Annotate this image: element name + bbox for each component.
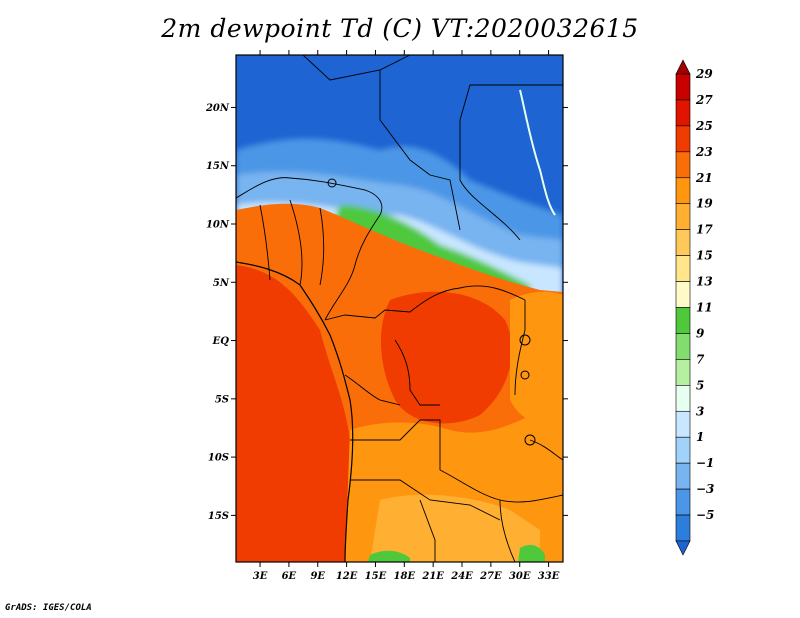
colorbar: 29 27 25 23 21 19 17 15 13 11 9 7 5 3 1 −1 −3 −5 bbox=[675, 59, 714, 556]
colorbar-swatch bbox=[675, 125, 691, 153]
colorbar-swatch bbox=[675, 333, 691, 360]
lat-tick-label: 5N bbox=[213, 278, 230, 289]
field-south-green bbox=[368, 550, 410, 562]
dewpoint-field bbox=[236, 55, 563, 562]
lon-tick-label: 3E bbox=[253, 571, 268, 582]
border-line bbox=[514, 300, 526, 396]
colorbar-swatch bbox=[675, 281, 691, 308]
border-line bbox=[499, 499, 516, 562]
colorbar-label: 29 bbox=[695, 67, 713, 81]
lon-tick-label: 30E bbox=[509, 571, 531, 582]
border-line bbox=[419, 499, 436, 562]
colorbar-swatch bbox=[675, 462, 691, 490]
plot-frame bbox=[235, 54, 564, 563]
colorbar-swatch bbox=[675, 307, 691, 334]
colorbar-label: 19 bbox=[696, 197, 713, 211]
field-gulf-humid bbox=[236, 265, 351, 562]
lat-tick-label: EQ bbox=[212, 336, 230, 347]
border-line bbox=[350, 419, 441, 470]
lon-tick-label: 27E bbox=[479, 571, 502, 582]
border-line bbox=[459, 285, 526, 301]
colorbar-swatch bbox=[675, 229, 691, 256]
colorbar-label: 27 bbox=[695, 93, 713, 107]
colorbar-label: 17 bbox=[696, 223, 713, 237]
country-borders bbox=[236, 55, 563, 562]
colorbar-label: 5 bbox=[696, 378, 704, 392]
lon-tick-label: 24E bbox=[450, 571, 473, 582]
colorbar-label: 21 bbox=[695, 171, 713, 185]
colorbar-swatch bbox=[675, 99, 691, 127]
lat-tick-label: 10N bbox=[206, 220, 230, 231]
colorbar-label: −1 bbox=[696, 456, 714, 470]
field-se-green bbox=[518, 544, 545, 562]
colorbar-swatch bbox=[675, 255, 691, 282]
colorbar-label: 13 bbox=[696, 275, 713, 289]
colorbar-swatch bbox=[675, 410, 691, 438]
lon-tick-label: 33E bbox=[538, 571, 560, 582]
lat-tick-label: 20N bbox=[205, 103, 230, 114]
border-line bbox=[394, 339, 440, 406]
colorbar-label: 23 bbox=[695, 145, 713, 159]
colorbar-label: −5 bbox=[696, 508, 714, 522]
red-sea-coast bbox=[519, 89, 556, 216]
lake-outline bbox=[327, 178, 337, 188]
border-line bbox=[236, 177, 383, 216]
colorbar-swatch bbox=[675, 488, 691, 516]
colorbar-label: 3 bbox=[696, 404, 704, 418]
colorbar-label: 11 bbox=[696, 301, 713, 315]
chart-title: 2m dewpoint Td (C) VT:2020032615 bbox=[161, 14, 639, 43]
lon-tick-label: 6E bbox=[282, 571, 297, 582]
border-line bbox=[319, 207, 325, 286]
field-congo-humid bbox=[380, 291, 512, 424]
border-line bbox=[344, 374, 401, 406]
lat-tick-label: 5S bbox=[215, 394, 229, 405]
colorbar-label: −3 bbox=[696, 482, 714, 496]
colorbar-swatch bbox=[675, 514, 691, 542]
border-line bbox=[324, 214, 381, 321]
border-line bbox=[459, 84, 563, 121]
lon-tick-label: 12E bbox=[336, 571, 358, 582]
border-line bbox=[302, 55, 411, 81]
lat-tick-label: 10S bbox=[208, 453, 229, 464]
colorbar-label: 25 bbox=[695, 119, 713, 133]
lat-tick-label: 15N bbox=[206, 161, 230, 172]
colorbar-label: 15 bbox=[696, 249, 713, 263]
border-line bbox=[350, 479, 501, 521]
colorbar-swatch bbox=[675, 73, 691, 101]
lake-outline bbox=[524, 434, 536, 446]
border-line bbox=[459, 120, 521, 241]
lake-outline bbox=[520, 370, 530, 380]
lon-tick-label: 9E bbox=[310, 571, 325, 582]
grads-credit: GrADS: IGES/COLA bbox=[5, 603, 92, 613]
colorbar-label: 1 bbox=[696, 430, 704, 444]
colorbar-swatch bbox=[675, 385, 691, 412]
colorbar-label: 7 bbox=[696, 352, 705, 366]
colorbar-label: 9 bbox=[696, 326, 705, 340]
colorbar-swatch bbox=[675, 177, 691, 205]
colorbar-bottom-triangle bbox=[675, 540, 691, 556]
lon-tick-label: 21E bbox=[421, 571, 444, 582]
atlantic-coastline bbox=[236, 261, 354, 562]
border-line bbox=[529, 439, 563, 461]
field-east-highlands bbox=[510, 291, 563, 424]
lon-tick-label: 18E bbox=[394, 571, 416, 582]
lake-outline bbox=[519, 334, 531, 346]
colorbar-swatch bbox=[675, 436, 691, 464]
border-line bbox=[289, 199, 303, 286]
border-line bbox=[324, 287, 461, 321]
field-kalahari bbox=[370, 494, 540, 562]
border-line bbox=[379, 70, 461, 231]
lon-tick-label: 15E bbox=[365, 571, 387, 582]
lat-tick-label: 15S bbox=[208, 511, 229, 522]
colorbar-swatch bbox=[675, 359, 691, 386]
border-line bbox=[259, 204, 271, 281]
colorbar-top-triangle bbox=[675, 59, 691, 75]
colorbar-swatch bbox=[675, 151, 691, 179]
colorbar-swatch bbox=[675, 203, 691, 230]
